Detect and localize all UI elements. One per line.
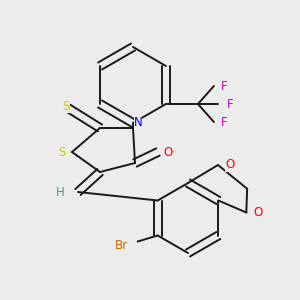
Text: O: O — [254, 206, 263, 219]
Text: H: H — [56, 185, 64, 199]
Text: O: O — [225, 158, 235, 172]
Text: F: F — [226, 98, 233, 110]
Text: Br: Br — [115, 239, 128, 252]
Text: F: F — [220, 80, 227, 92]
Text: S: S — [62, 100, 70, 112]
Text: F: F — [220, 116, 227, 128]
Text: N: N — [134, 116, 142, 130]
Text: S: S — [58, 146, 66, 158]
Text: O: O — [164, 146, 172, 158]
